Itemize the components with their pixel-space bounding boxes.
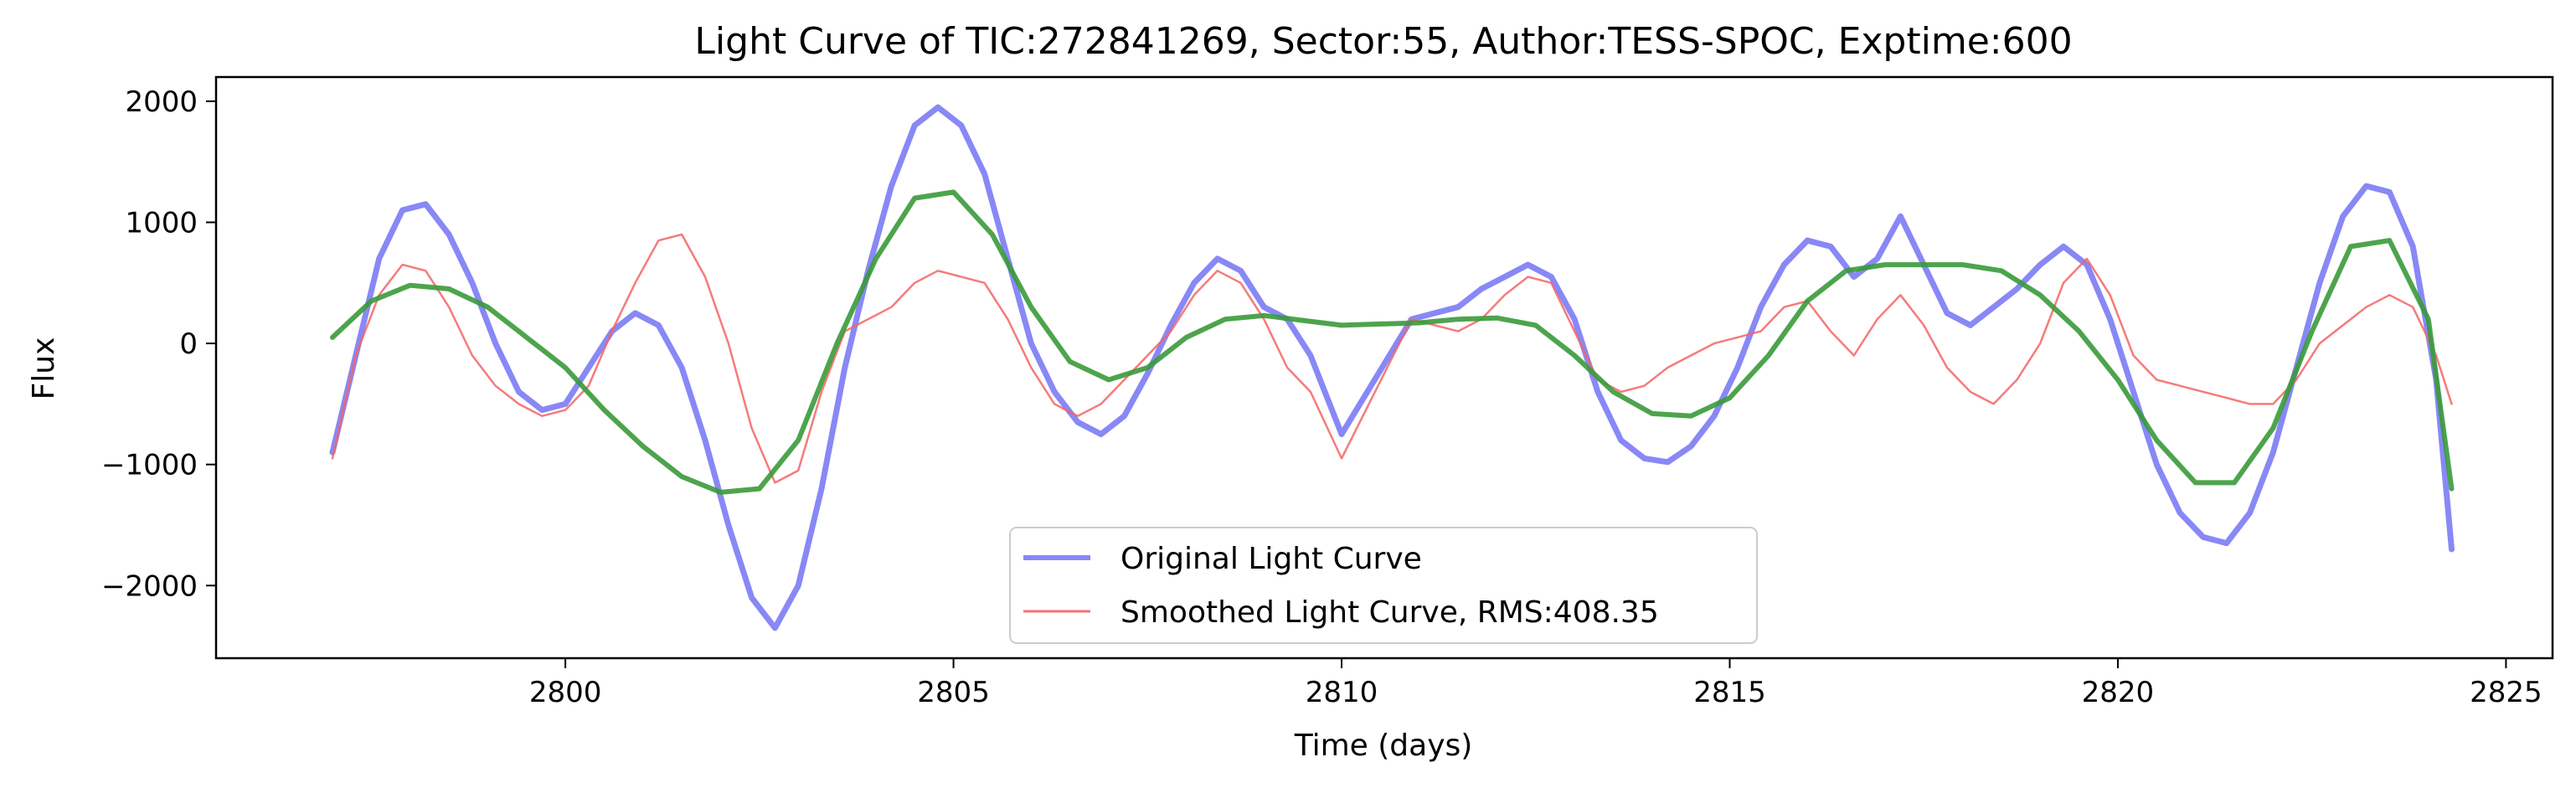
y-tick-label: −2000 bbox=[101, 569, 198, 603]
legend-box bbox=[1009, 527, 1758, 644]
x-tick-label: 2825 bbox=[2470, 676, 2543, 709]
y-tick-label: −1000 bbox=[101, 449, 198, 482]
y-tick-label: 0 bbox=[179, 327, 198, 361]
series-original-line bbox=[329, 104, 2455, 631]
legend-label-original: Original Light Curve bbox=[1121, 542, 1422, 576]
legend: Original Light Curve Smoothed Light Curv… bbox=[1009, 527, 1758, 644]
x-axis-label: Time (days) bbox=[1294, 729, 1473, 763]
y-axis-label: Flux bbox=[27, 337, 61, 400]
x-tick-label: 2800 bbox=[529, 676, 602, 709]
x-tick-label: 2805 bbox=[917, 676, 990, 709]
x-tick-label: 2820 bbox=[2082, 676, 2155, 709]
chart-title: Light Curve of TIC:272841269, Sector:55,… bbox=[694, 20, 2072, 63]
plot-frame bbox=[214, 75, 2554, 660]
series-fit-line bbox=[330, 189, 2455, 495]
series-layer bbox=[329, 104, 2455, 631]
x-tick-label: 2810 bbox=[1306, 676, 1378, 709]
x-tick-label: 2815 bbox=[1693, 676, 1766, 709]
y-tick-label: 1000 bbox=[125, 207, 198, 240]
x-axis-ticks: 2800 2805 2810 2815 2820 2825 bbox=[529, 658, 2543, 709]
y-tick-label: 2000 bbox=[125, 85, 198, 119]
legend-label-smoothed: Smoothed Light Curve, RMS:408.35 bbox=[1121, 595, 1659, 630]
y-axis-ticks: −2000 −1000 0 1000 2000 bbox=[101, 85, 216, 603]
